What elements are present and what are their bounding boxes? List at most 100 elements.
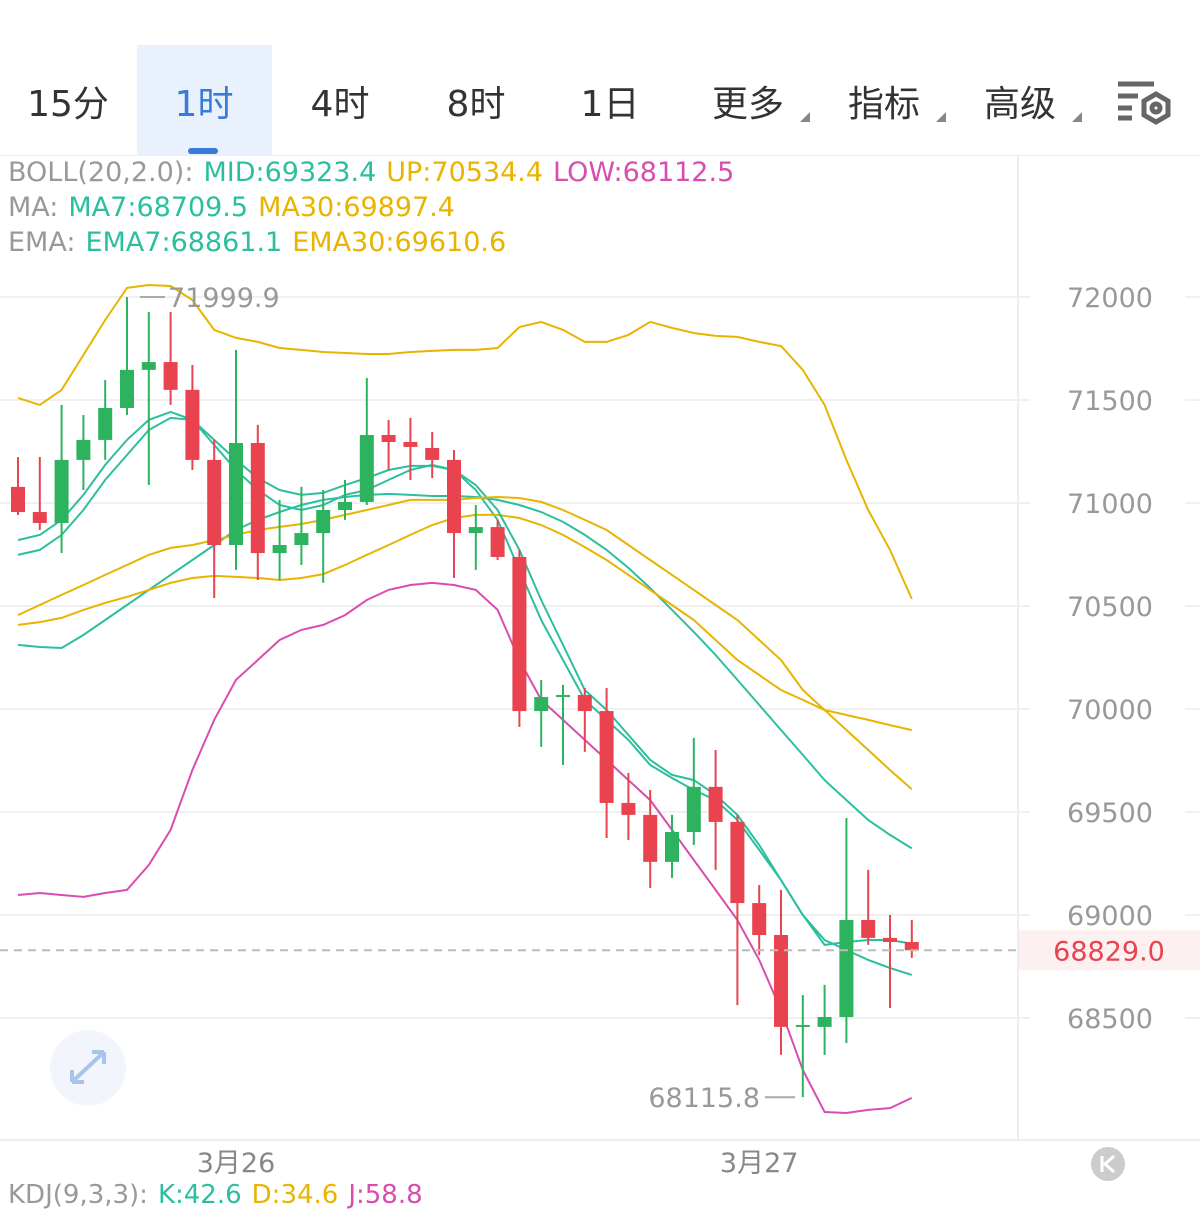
candle-body <box>468 527 483 534</box>
legend-value: 69323.4 <box>264 157 377 188</box>
candle-body <box>512 556 527 712</box>
candle-body <box>490 527 505 557</box>
kdj-value: 58.8 <box>364 1180 423 1210</box>
candle-body <box>599 711 614 803</box>
indicator-line <box>17 581 913 1115</box>
legend-value: 68861.1 <box>170 227 283 258</box>
candle-body <box>207 459 222 546</box>
y-tick-label: 72000 <box>1067 283 1153 314</box>
tab-bar: 15分 1时 4时 8时 1日 更多 指标 高级 <box>0 0 1200 156</box>
candle-body <box>665 831 679 862</box>
active-tab-indicator <box>188 148 218 154</box>
indicator-line <box>17 410 912 946</box>
tab[interactable]: 8时 <box>446 84 506 125</box>
last-price-box <box>1019 930 1200 971</box>
candle-body <box>730 821 745 904</box>
candle-body <box>817 1017 832 1027</box>
expand-button[interactable] <box>50 1030 126 1106</box>
candle-body <box>76 439 91 460</box>
candle-body <box>11 486 25 513</box>
candle-body <box>294 533 309 546</box>
candle-body <box>774 935 788 1027</box>
y-tick-label: 68500 <box>1067 1004 1153 1035</box>
candle-body <box>556 694 570 698</box>
legend-name: MID: <box>203 157 265 188</box>
candle-body <box>534 697 549 712</box>
kdj-label: KDJ(9,3,3): <box>8 1180 148 1210</box>
legend-value: 69897.4 <box>343 192 455 223</box>
kdj-name: J: <box>348 1180 365 1210</box>
scroll-to-latest-button[interactable] <box>1091 1147 1125 1181</box>
candle-body <box>185 389 200 460</box>
kdj-legend: KDJ(9,3,3): K:42.6 D:34.6 J:58.8 <box>8 1180 423 1210</box>
legend-name: UP: <box>386 157 432 188</box>
legend-name: LOW: <box>553 157 623 188</box>
tab[interactable]: 高级 <box>983 84 1057 125</box>
candle-body <box>861 919 876 938</box>
kdj-name: K: <box>157 1180 184 1210</box>
candle-body <box>381 434 396 442</box>
indicator-legend: EMA: EMA7:68861.1 EMA30:69610.6 <box>8 227 506 258</box>
candle-body <box>272 545 287 554</box>
dropdown-caret <box>800 112 810 122</box>
legend-name: EMA7: <box>85 227 171 258</box>
tab[interactable]: 指标 <box>847 84 921 125</box>
indicator-line <box>17 495 913 790</box>
tab[interactable]: 1时 <box>174 84 234 125</box>
candle-body <box>229 443 243 546</box>
legend-label: BOLL(20,2.0): <box>8 157 194 188</box>
candle-body <box>643 814 658 862</box>
candle-body <box>447 459 461 534</box>
candle-body <box>32 512 47 523</box>
active-tab-bg <box>137 45 272 155</box>
legend-label: MA: <box>8 192 59 223</box>
candle-body <box>708 786 723 822</box>
legend-name: MA30: <box>258 192 344 223</box>
legend-value: 69610.6 <box>394 227 507 258</box>
tab[interactable]: 4时 <box>310 84 370 125</box>
kdj-name: D: <box>251 1180 281 1210</box>
candle-body <box>98 407 113 440</box>
candle-body <box>883 937 897 943</box>
candle-body <box>163 362 178 390</box>
candle-body <box>621 802 636 815</box>
high-marker-label: 71999.9 <box>168 283 280 314</box>
indicator-line <box>17 513 913 732</box>
y-tick-label: 70500 <box>1067 592 1153 623</box>
legend-value: 70534.4 <box>431 157 544 188</box>
candle-body <box>359 434 374 502</box>
candle-body <box>316 509 331 534</box>
y-tick-label: 71000 <box>1067 489 1153 520</box>
last-price-label: 68829.0 <box>1053 936 1165 967</box>
legend-name: MA7: <box>68 192 137 223</box>
legend-name: EMA30: <box>292 227 395 258</box>
settings-icon[interactable] <box>1118 81 1171 125</box>
candle-body <box>250 443 265 554</box>
x-tick-label: 3月27 <box>720 1148 799 1179</box>
candle-body <box>904 942 919 951</box>
low-marker-label: 68115.8 <box>648 1083 760 1114</box>
indicator-legend: BOLL(20,2.0): MID:69323.4 UP:70534.4 LOW:68… <box>8 157 734 188</box>
y-tick-label: 69000 <box>1067 901 1153 932</box>
dropdown-caret <box>1072 112 1082 122</box>
y-tick-label: 70000 <box>1067 695 1153 726</box>
tab[interactable]: 15分 <box>27 84 109 125</box>
indicator-legend: MA: MA7:68709.5 MA30:69897.4 <box>8 192 455 223</box>
candle-body <box>686 786 701 832</box>
legend-value: 68112.5 <box>622 157 735 188</box>
candle-body <box>403 441 418 447</box>
candle-body <box>839 919 854 1018</box>
tab[interactable]: 1日 <box>580 84 640 125</box>
x-tick-label: 3月26 <box>197 1148 276 1179</box>
tab[interactable]: 更多 <box>711 84 785 125</box>
candle-body <box>120 369 134 408</box>
y-tick-label: 69500 <box>1067 798 1153 829</box>
candle-body <box>141 362 156 370</box>
dropdown-caret <box>936 112 946 122</box>
y-tick-label: 71500 <box>1067 386 1153 417</box>
candle-body <box>752 903 767 936</box>
indicator-line <box>17 283 913 600</box>
candle-body <box>425 447 440 460</box>
